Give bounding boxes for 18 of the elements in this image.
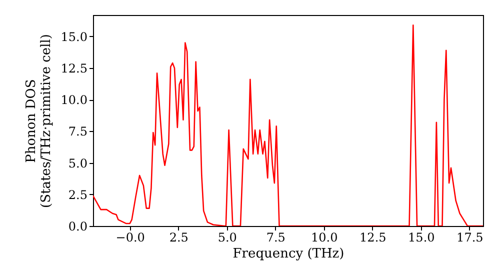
x-tick-label: 15.0 [408, 230, 435, 244]
line-series [93, 24, 483, 226]
y-tick-label: 7.5 [68, 124, 88, 139]
y-tick-label: 10.0 [60, 93, 88, 108]
x-axis-title: Frequency (THz) [232, 246, 344, 262]
x-tick-label: 5.0 [218, 230, 237, 244]
x-tick-label: 17.5 [456, 230, 484, 244]
y-tick-label: 12.5 [60, 62, 88, 76]
x-tick-label: 10.0 [311, 230, 338, 244]
y-tick-label: 2.5 [68, 188, 88, 202]
y-axis-title: Phonon DOS (States/THz·primitive cell) [24, 34, 54, 208]
x-tick-label: 2.5 [169, 230, 188, 244]
x-tick-label: −0.0 [116, 230, 145, 244]
y-tick-label: 5.0 [68, 156, 88, 170]
x-tick-label: 7.5 [266, 230, 286, 244]
y-tick-label: 15.0 [60, 30, 88, 44]
y-tick-label: 0.0 [68, 220, 88, 234]
x-tick-label: 12.5 [360, 230, 386, 244]
